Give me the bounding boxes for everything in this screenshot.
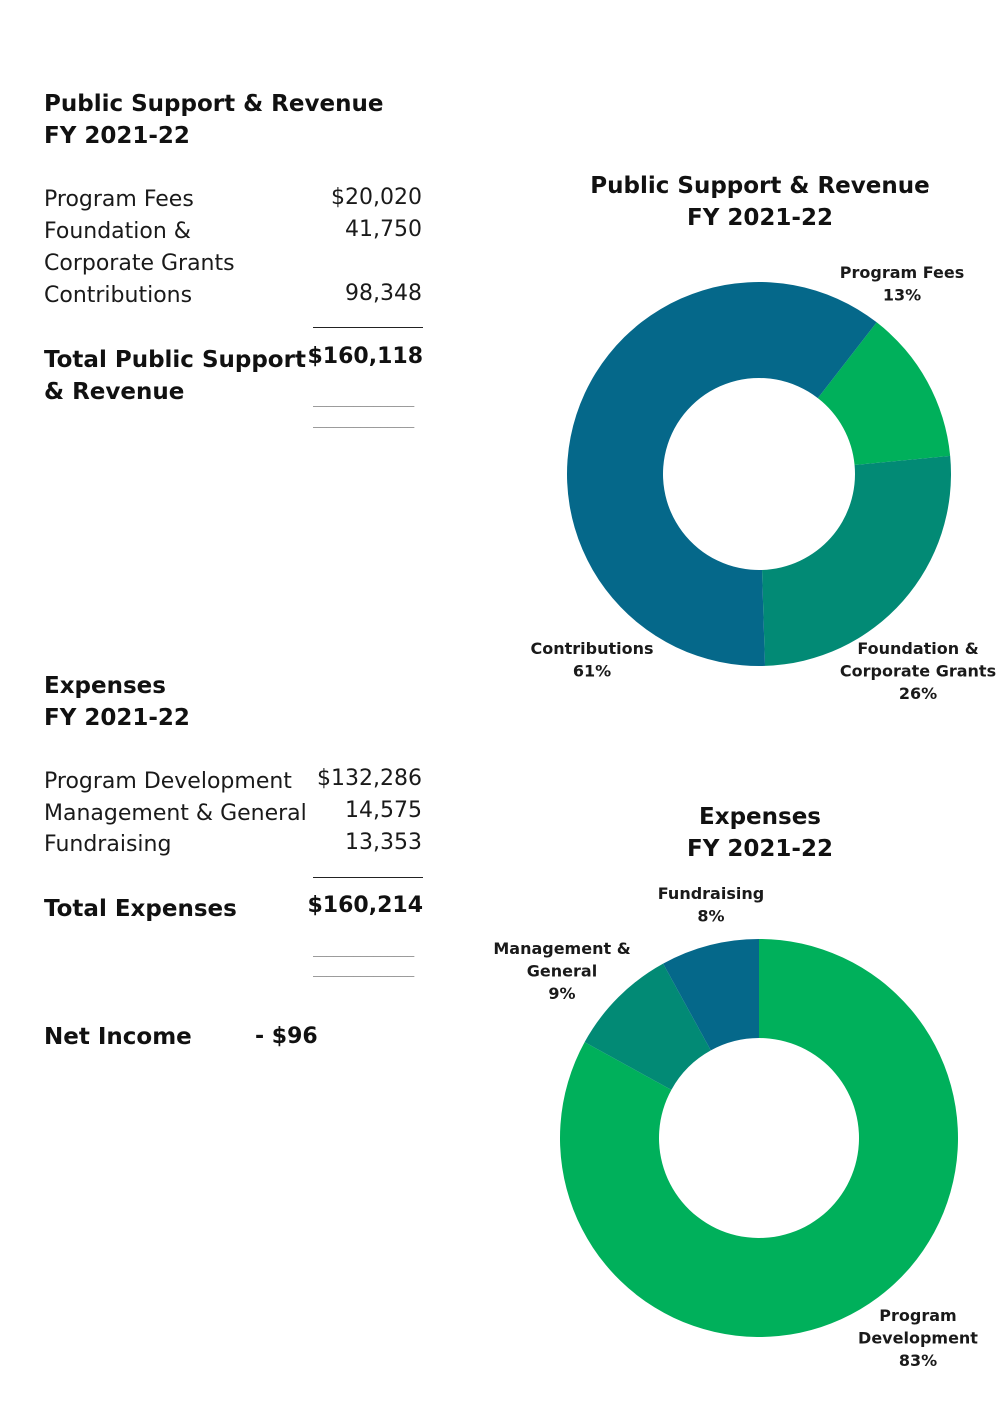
revenue-total-line2: & Revenue (44, 379, 185, 405)
revenue-total-label: Total Public Support & Revenue (44, 344, 306, 408)
slice-category-label: Fundraising (658, 884, 764, 903)
revenue-item-label: Foundation & (44, 219, 191, 244)
donut-slice-foundation-corporate-grants (762, 455, 951, 666)
slice-label: Program Development 83% (858, 1306, 978, 1370)
expenses-chart-title-line1: Expenses (699, 804, 821, 830)
expenses-chart-title: Expenses FY 2021-22 (560, 801, 960, 865)
revenue-total-line1: Total Public Support (44, 347, 306, 373)
donut-slice-contributions (567, 281, 877, 666)
slice-category-label: Program Fees (840, 263, 965, 282)
net-income-label: Net Income (44, 1024, 192, 1050)
expenses-total-label: Total Expenses (44, 896, 237, 922)
slice-category-label: Program (879, 1306, 956, 1325)
expenses-title-line1: Expenses (44, 673, 166, 699)
slice-percent-label: 9% (548, 984, 575, 1003)
expenses-double-rule-bottom: _______________ (313, 963, 414, 977)
expenses-item-label: Fundraising (44, 832, 172, 857)
slice-category-label: Corporate Grants (840, 662, 996, 681)
slice-percent-label: 8% (697, 907, 724, 926)
expenses-section-title: Expenses FY 2021-22 (44, 670, 190, 734)
revenue-item-value: 98,348 (345, 281, 422, 306)
revenue-double-rule-bottom: _______________ (313, 414, 414, 428)
slice-percent-label: 13% (883, 286, 921, 305)
slice-percent-label: 83% (899, 1351, 937, 1370)
slice-label: Program Fees 13% (840, 263, 965, 305)
expenses-subtotal-rule (313, 877, 423, 878)
slice-category-label: Development (858, 1329, 978, 1348)
donut-slice-management-general (584, 963, 711, 1090)
slice-percent-label: 26% (899, 684, 937, 703)
slice-category-label: Foundation & (857, 639, 978, 658)
revenue-item-value: $20,020 (331, 185, 422, 210)
slice-category-label: Management & (493, 939, 630, 958)
revenue-donut-chart: Program Fees 13% Foundation & Corporate Gra… (530, 263, 996, 703)
slice-percent-label: 61% (573, 662, 611, 681)
donut-slice-fundraising (663, 939, 759, 1051)
revenue-title-line2: FY 2021-22 (44, 123, 190, 149)
revenue-section-title: Public Support & Revenue FY 2021-22 (44, 88, 383, 152)
revenue-item-label: Program Fees (44, 187, 194, 212)
expenses-double-rule-top: _______________ (313, 943, 414, 957)
revenue-chart-title: Public Support & Revenue FY 2021-22 (560, 170, 960, 234)
revenue-chart-title-line1: Public Support & Revenue (590, 173, 930, 199)
expenses-total-value: $160,214 (307, 893, 423, 918)
expenses-chart-title-line2: FY 2021-22 (687, 836, 833, 862)
slice-label: Foundation & Corporate Grants 26% (840, 639, 996, 703)
revenue-item-label: Corporate Grants (44, 251, 235, 276)
net-income-value: - $96 (255, 1024, 318, 1049)
revenue-double-rule-top: _______________ (313, 393, 414, 407)
slice-label: Fundraising 8% (658, 884, 764, 926)
expenses-item-label: Program Development (44, 769, 292, 794)
revenue-subtotal-rule (313, 327, 423, 328)
slice-label: Contributions 61% (530, 639, 653, 681)
revenue-total-value: $160,118 (307, 344, 423, 369)
revenue-item-label: Contributions (44, 283, 193, 308)
expenses-item-value: $132,286 (317, 766, 422, 791)
expenses-item-value: 14,575 (345, 798, 422, 823)
donut-slice-program-development (559, 939, 958, 1338)
revenue-title-line1: Public Support & Revenue (44, 91, 384, 117)
revenue-item-value: 41,750 (345, 217, 422, 242)
revenue-chart-title-line2: FY 2021-22 (687, 205, 833, 231)
expenses-title-line2: FY 2021-22 (44, 705, 190, 731)
expenses-item-label: Management & General (44, 801, 307, 826)
slice-category-label: Contributions (530, 639, 653, 658)
donut-slice-program-fees (817, 322, 951, 465)
slice-category-label: General (527, 962, 597, 981)
expenses-item-value: 13,353 (345, 830, 422, 855)
slice-label: Management & General 9% (493, 939, 630, 1003)
